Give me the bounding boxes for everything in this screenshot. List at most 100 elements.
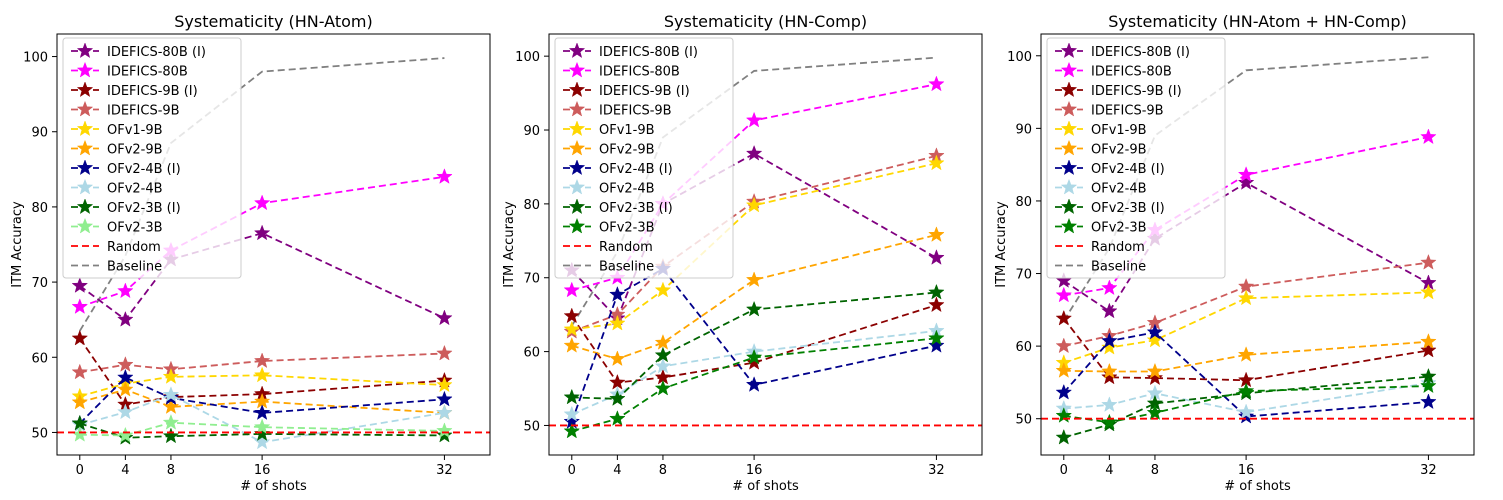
legend-star [76,159,94,176]
data-point-star [1146,404,1164,420]
data-point-star [253,224,271,241]
data-point-star [1420,333,1437,349]
data-point-star [928,154,945,171]
x-tick-label: 8 [167,463,175,478]
legend-star [1060,81,1078,98]
y-tick-label: 60 [31,351,48,366]
data-point-star [436,426,453,443]
x-axis-label: # of shots [240,479,307,494]
data-point-star [162,427,180,444]
data-point-star [1420,283,1437,300]
data-point-star [71,393,89,410]
data-point-star [928,75,945,92]
data-point-star [162,368,180,384]
data-point-star [436,344,453,361]
legend-label-baseline: Baseline [107,260,162,275]
data-point-star [1101,338,1118,355]
data-point-star [654,281,672,298]
data-point-star [654,357,672,374]
data-point-star [928,329,945,346]
data-point-star [436,309,453,326]
x-tick-label: 0 [568,463,576,478]
data-point-star [1237,166,1255,182]
x-tick-label: 8 [659,463,667,478]
legend-box [1046,37,1226,279]
axes-frame [548,33,983,456]
y-tick-label: 50 [523,419,540,434]
data-point-star [745,271,763,287]
legend-label: IDEFICS-9B (I) [1091,84,1182,99]
legend-label: OFv2-4B [599,182,655,197]
legend-box [62,37,242,279]
x-tick-label: 16 [746,463,763,478]
x-tick-label: 4 [1105,463,1113,478]
legend-star [76,81,94,98]
y-tick-label: 100 [1007,50,1032,65]
data-point-star [563,405,581,422]
plot-area [549,56,982,439]
legend-label: OFv2-3B (I) [107,201,181,216]
x-tick-label: 16 [1238,463,1255,478]
data-point-star [654,334,672,350]
legend-star [76,217,94,234]
axes-frame [56,33,491,456]
chart-title: Systematicity (HN-Atom) [174,12,372,31]
y-tick-label: 80 [1015,195,1032,210]
legend-label: OFv1-9B [1091,123,1147,138]
data-point-star [928,336,945,353]
y-tick-label: 70 [1015,268,1032,283]
legend-star [568,100,586,117]
data-point-star [1101,362,1118,379]
data-point-star [609,410,626,426]
data-point-star [654,346,672,363]
legend-star [76,100,94,117]
legend-label: IDEFICS-80B [1091,65,1172,80]
series-line [79,388,445,414]
data-point-star [436,422,453,438]
legend-star [76,120,94,137]
data-point-star [1055,428,1073,445]
legend-label: OFv2-3B [1091,221,1147,236]
x-tick-label: 4 [613,463,621,478]
data-point-star [71,277,89,293]
data-point-star [1146,369,1164,386]
data-point-star [928,226,945,242]
data-point-star [1101,332,1118,349]
data-point-star [117,426,134,443]
data-point-star [609,350,626,367]
legend-star [76,42,94,59]
data-point-star [117,380,134,397]
legend-star [568,139,586,156]
y-tick-label: 100 [515,50,540,65]
legend-star [568,159,586,176]
y-tick-label: 90 [31,126,48,141]
legend-star [1060,120,1078,137]
y-tick-label: 70 [31,276,48,291]
data-point-star [1101,302,1118,319]
data-point-star [745,300,763,317]
legend-label: OFv2-3B [599,221,655,236]
legend-label: IDEFICS-80B (I) [599,45,698,60]
data-point-star [1055,286,1073,303]
data-point-star [117,403,134,420]
y-tick-label: 80 [523,198,540,213]
data-point-star [1101,413,1118,430]
data-point-star [1420,377,1437,394]
data-point-star [609,286,626,302]
legend-star [76,178,94,195]
data-point-star [1237,382,1255,399]
data-point-star [745,196,763,213]
data-point-star [563,320,581,337]
data-point-star [563,336,581,353]
legend-star [568,42,586,59]
legend-label: OFv2-4B [107,182,163,197]
legend-star [1060,100,1078,117]
data-point-star [117,356,134,372]
x-tick-label: 32 [436,463,453,478]
data-point-star [1420,128,1437,145]
chart-panel-0: Systematicity (HN-Atom) 0 4 8 16 32 50 60 70 80 90… [10,12,491,494]
series-line [1063,136,1429,297]
data-point-star [1237,174,1255,190]
data-point-star [253,425,271,441]
